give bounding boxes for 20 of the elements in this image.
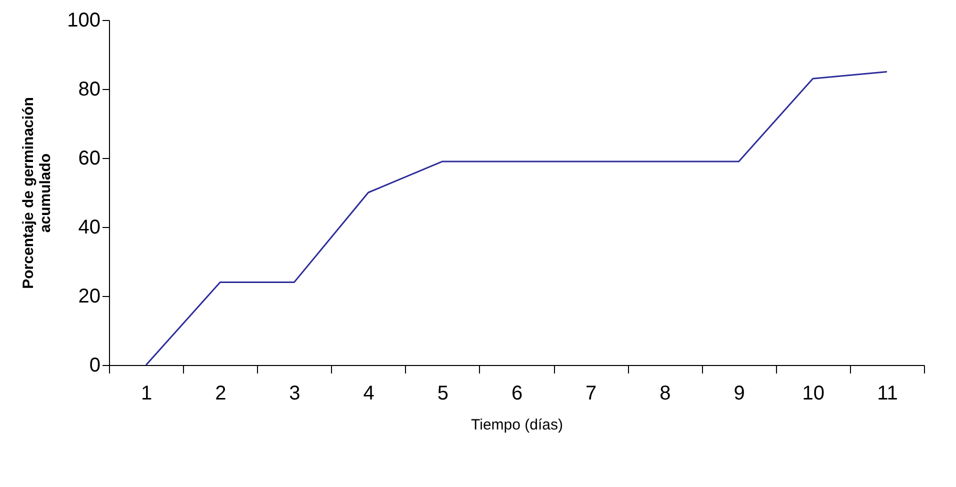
x-tick-label: 2 [215,382,226,404]
x-tick-label: 7 [586,382,597,404]
x-tick-label: 4 [363,382,374,404]
y-axis-title: Porcentaje de germinación acumulado [20,97,54,289]
y-tick-label: 20 [78,286,100,308]
x-tick-label: 1 [140,382,152,404]
x-tick-label: 6 [511,382,523,404]
y-tick-label: 0 [89,354,100,376]
x-tick-label: 10 [802,382,824,404]
x-tick-label: 3 [289,382,300,404]
x-tick-label: 9 [734,382,745,404]
y-tick-label: 60 [78,148,100,170]
x-axis-title: Tiempo (días) [471,416,563,434]
x-tick-label: 5 [437,382,448,404]
y-tick-label: 80 [78,78,100,100]
x-tick-label: 11 [877,382,898,404]
y-tick-label: 100 [67,10,100,32]
line-series [145,71,888,366]
y-tick-label: 40 [78,216,100,238]
x-tick-label: 8 [660,382,671,404]
